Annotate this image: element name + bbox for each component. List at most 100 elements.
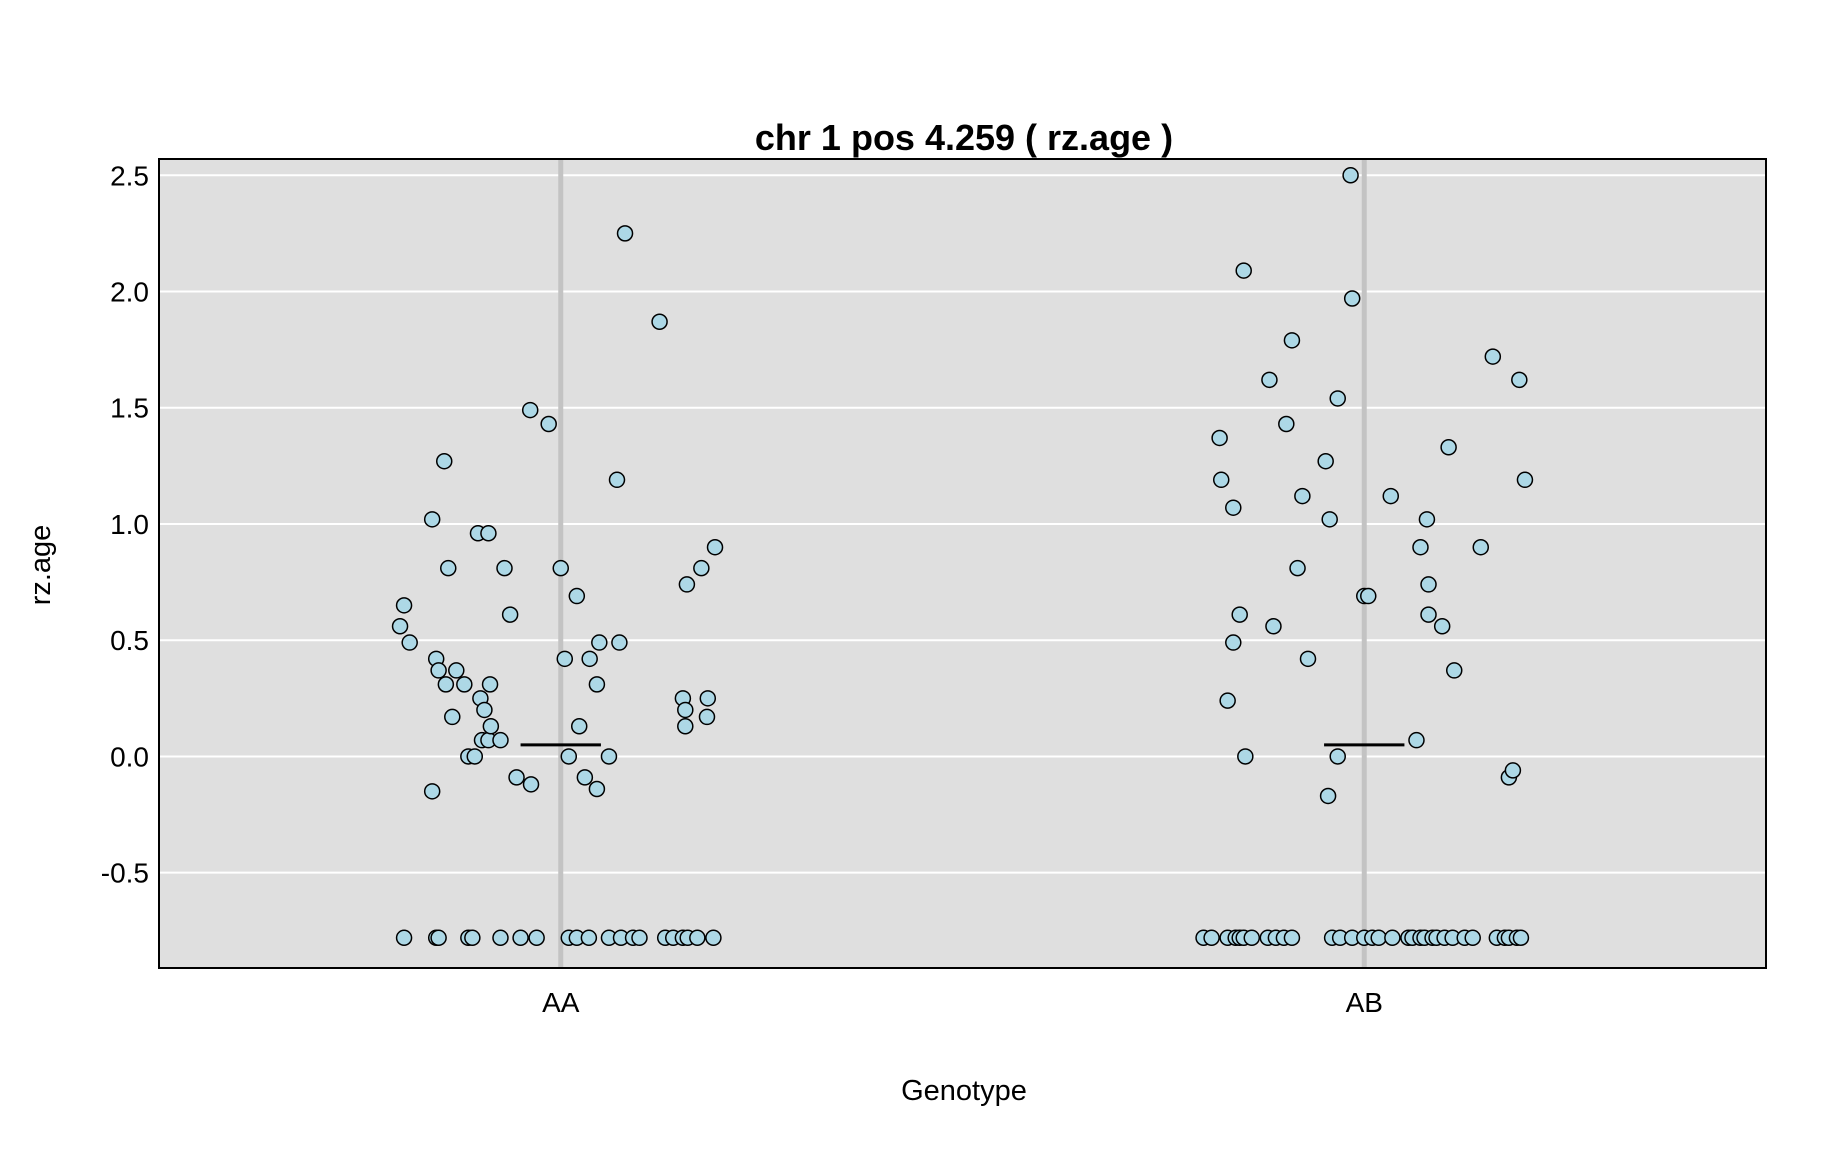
point-aa xyxy=(616,225,634,242)
point-aa xyxy=(401,634,418,651)
point-aa xyxy=(570,717,588,735)
x-axis-label: Genotype xyxy=(901,1075,1027,1107)
point-aa xyxy=(540,415,557,433)
x-axis-ticks: AA AB xyxy=(542,987,1383,1018)
chart-title: chr 1 pos 4.259 ( rz.age ) xyxy=(755,117,1173,158)
point-ab xyxy=(1384,929,1401,947)
point-ab xyxy=(1283,332,1301,349)
point-aa xyxy=(677,701,694,719)
point-aa xyxy=(466,748,484,765)
point-aa xyxy=(512,929,529,947)
point-ab xyxy=(1225,499,1242,516)
point-ab xyxy=(1420,606,1437,623)
y-axis-ticks: -0.5 0.0 0.5 1.0 1.5 2.0 2.5 xyxy=(101,160,149,888)
point-ab xyxy=(1319,787,1337,805)
point-aa xyxy=(395,929,413,947)
point-ab xyxy=(1412,538,1429,556)
y-tick-label: 1.5 xyxy=(110,393,149,424)
x-tick-label: AA xyxy=(542,987,580,1018)
point-ab xyxy=(1329,748,1346,765)
point-aa xyxy=(689,929,706,947)
point-aa xyxy=(568,587,586,605)
point-aa xyxy=(588,676,606,693)
y-tick-label: 2.0 xyxy=(110,277,149,308)
point-aa xyxy=(600,748,618,765)
point-aa xyxy=(528,929,545,947)
point-ab xyxy=(1342,167,1359,184)
point-ab xyxy=(1360,587,1377,605)
point-aa xyxy=(651,313,668,330)
point-ab xyxy=(1321,511,1338,528)
point-aa xyxy=(678,576,696,593)
point-ab xyxy=(1289,559,1306,577)
point-aa xyxy=(522,776,540,793)
point-ab xyxy=(1278,415,1295,433)
y-tick-label: 0.0 xyxy=(110,741,149,772)
point-aa xyxy=(588,780,606,798)
point-aa xyxy=(552,559,569,577)
point-aa xyxy=(706,538,724,556)
point-ab xyxy=(1382,487,1400,505)
point-ab xyxy=(1225,634,1242,651)
point-ab xyxy=(1511,371,1528,389)
point-ab xyxy=(1370,929,1387,947)
point-aa xyxy=(705,929,722,947)
point-aa xyxy=(440,559,457,577)
point-ab xyxy=(1472,538,1490,556)
point-aa xyxy=(631,929,648,947)
y-tick-label: 1.0 xyxy=(110,509,149,540)
point-ab xyxy=(1299,650,1317,668)
point-ab xyxy=(1464,929,1481,947)
x-tick-label: AB xyxy=(1346,987,1383,1018)
point-aa xyxy=(423,783,441,800)
point-aa xyxy=(611,634,628,651)
point-ab xyxy=(1445,662,1463,679)
point-ab xyxy=(1219,692,1236,709)
point-aa xyxy=(464,929,481,947)
point-aa xyxy=(482,717,500,735)
point-ab xyxy=(1203,929,1220,947)
point-aa xyxy=(580,929,598,947)
point-aa xyxy=(576,769,594,786)
point-ab xyxy=(1212,471,1230,489)
point-aa xyxy=(430,662,447,679)
y-axis-label: rz.age xyxy=(25,525,57,606)
point-aa xyxy=(492,929,509,947)
point-ab xyxy=(1317,452,1334,470)
point-aa xyxy=(481,676,499,693)
y-tick-label: 2.5 xyxy=(110,160,149,191)
point-aa xyxy=(448,662,465,679)
point-aa xyxy=(556,650,574,668)
point-ab xyxy=(1261,371,1278,389)
point-aa xyxy=(677,717,694,735)
point-ab xyxy=(1343,290,1361,307)
point-aa xyxy=(521,401,539,419)
point-aa xyxy=(480,525,497,542)
point-ab xyxy=(1504,762,1522,779)
point-aa xyxy=(423,511,441,528)
plot-border xyxy=(158,158,1767,969)
point-ab xyxy=(1235,262,1252,279)
point-aa xyxy=(508,769,525,786)
y-tick-label: -0.5 xyxy=(101,858,149,889)
point-aa xyxy=(395,597,413,614)
point-aa xyxy=(699,690,717,707)
point-ab xyxy=(1484,348,1502,365)
plot-panel xyxy=(159,159,1766,968)
point-aa xyxy=(608,471,626,489)
point-aa xyxy=(693,559,710,577)
point-ab xyxy=(1237,748,1254,765)
point-aa xyxy=(492,731,509,749)
point-aa xyxy=(391,618,409,635)
point-aa xyxy=(430,929,447,947)
point-aa xyxy=(456,676,473,693)
point-ab xyxy=(1283,929,1301,947)
point-aa xyxy=(476,701,493,719)
point-aa xyxy=(591,634,608,651)
point-aa xyxy=(501,606,519,623)
point-aa xyxy=(560,748,578,765)
data-points xyxy=(391,167,1534,947)
point-ab xyxy=(1329,390,1346,407)
y-tick-label: 0.5 xyxy=(110,625,149,656)
